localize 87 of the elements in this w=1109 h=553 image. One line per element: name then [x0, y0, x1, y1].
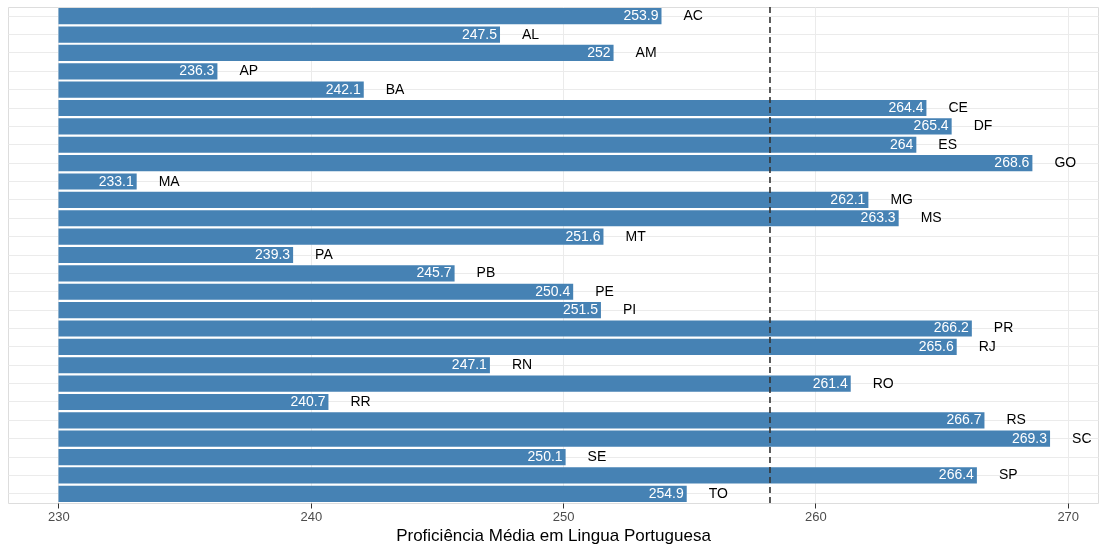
y-tick-label: MA: [158, 172, 181, 189]
data-label: 264.4: [888, 99, 924, 116]
data-label: 269.3: [1012, 429, 1048, 446]
bar: [58, 173, 137, 190]
y-tick-label: MS: [920, 209, 942, 226]
bar: [58, 302, 601, 319]
data-label: 240.7: [290, 392, 326, 409]
bar: [58, 485, 687, 502]
x-tick-label: 230: [48, 508, 70, 524]
data-label: 268.6: [994, 154, 1030, 171]
y-tick-label: MG: [890, 190, 913, 207]
x-tick-label: 250: [552, 508, 575, 524]
y-tick-label: PR: [993, 319, 1014, 336]
data-label: 266.2: [933, 319, 970, 336]
x-tick-label: 260: [805, 508, 827, 524]
bar: [58, 320, 972, 337]
bar: [58, 467, 977, 484]
data-label: 263.3: [860, 209, 896, 226]
bar: [58, 265, 455, 282]
data-label: 236.3: [179, 62, 215, 79]
y-tick-label: MT: [625, 227, 647, 244]
bar: [58, 412, 985, 429]
y-tick-label: ES: [938, 135, 958, 152]
data-label: 250.4: [535, 282, 571, 299]
bar: [58, 448, 566, 466]
bar: [58, 357, 490, 374]
y-tick-label: RJ: [978, 337, 996, 354]
data-label: 239.3: [255, 246, 291, 262]
x-tick-label: 270: [1057, 508, 1080, 524]
y-tick-label: AC: [683, 7, 703, 24]
bar: [58, 210, 899, 227]
bar: [58, 393, 329, 411]
data-label: 242.1: [325, 80, 361, 97]
y-tick-label: AP: [239, 62, 259, 79]
y-tick-label: PB: [476, 264, 496, 281]
y-tick-label: SC: [1072, 429, 1092, 446]
data-label: 247.5: [461, 25, 498, 42]
data-label: 233.1: [98, 172, 134, 189]
y-tick-label: PI: [622, 301, 637, 318]
bar: [58, 283, 574, 300]
bar: [58, 136, 917, 153]
y-tick-label: BA: [385, 80, 406, 97]
bar: [58, 44, 614, 62]
bar: [58, 246, 294, 264]
data-label: 252: [587, 43, 611, 60]
y-tick-label: SP: [998, 466, 1018, 483]
data-label: 251.5: [562, 301, 599, 318]
y-tick-label: CE: [948, 99, 968, 116]
x-axis-title: Proficiência Média em Lingua Portuguesa: [396, 525, 712, 545]
y-tick-label: DF: [973, 117, 993, 134]
data-label: 262.1: [830, 190, 866, 207]
bar: [58, 375, 851, 392]
bar: [58, 99, 927, 117]
y-tick-label: AL: [522, 25, 540, 42]
y-tick-label: RO: [872, 374, 894, 391]
bar: [58, 228, 604, 245]
bar: [58, 26, 501, 43]
y-tick-label: RN: [511, 356, 533, 373]
data-label: 265.4: [913, 117, 949, 134]
x-tick-label: 240: [300, 508, 323, 524]
data-label: 247.1: [451, 356, 488, 373]
data-label: 265.6: [918, 337, 954, 354]
bar: [58, 191, 869, 208]
y-tick-label: RS: [1006, 411, 1026, 428]
data-label: 261.4: [812, 374, 848, 391]
y-tick-label: TO: [708, 484, 729, 501]
y-tick-label: PA: [315, 246, 334, 262]
bar: [58, 81, 364, 98]
y-tick-label: AM: [635, 43, 657, 60]
bar: [58, 430, 1051, 447]
y-tick-label: GO: [1054, 154, 1077, 171]
y-tick-label: PE: [595, 282, 614, 299]
data-label: 250.1: [527, 448, 563, 465]
data-label: 251.6: [565, 227, 601, 244]
y-tick-label: RR: [350, 392, 371, 409]
data-label: 264: [889, 135, 914, 152]
data-label: 266.7: [946, 411, 982, 428]
bar: [58, 155, 1033, 172]
data-label: 254.9: [648, 484, 684, 501]
bar: [58, 63, 218, 80]
data-label: 253.9: [623, 7, 659, 24]
bar: [58, 118, 952, 135]
bar: [58, 8, 662, 25]
bar: [58, 338, 957, 355]
y-tick-label: SE: [587, 448, 607, 465]
data-label: 245.7: [416, 264, 452, 281]
data-label: 266.4: [938, 466, 975, 483]
